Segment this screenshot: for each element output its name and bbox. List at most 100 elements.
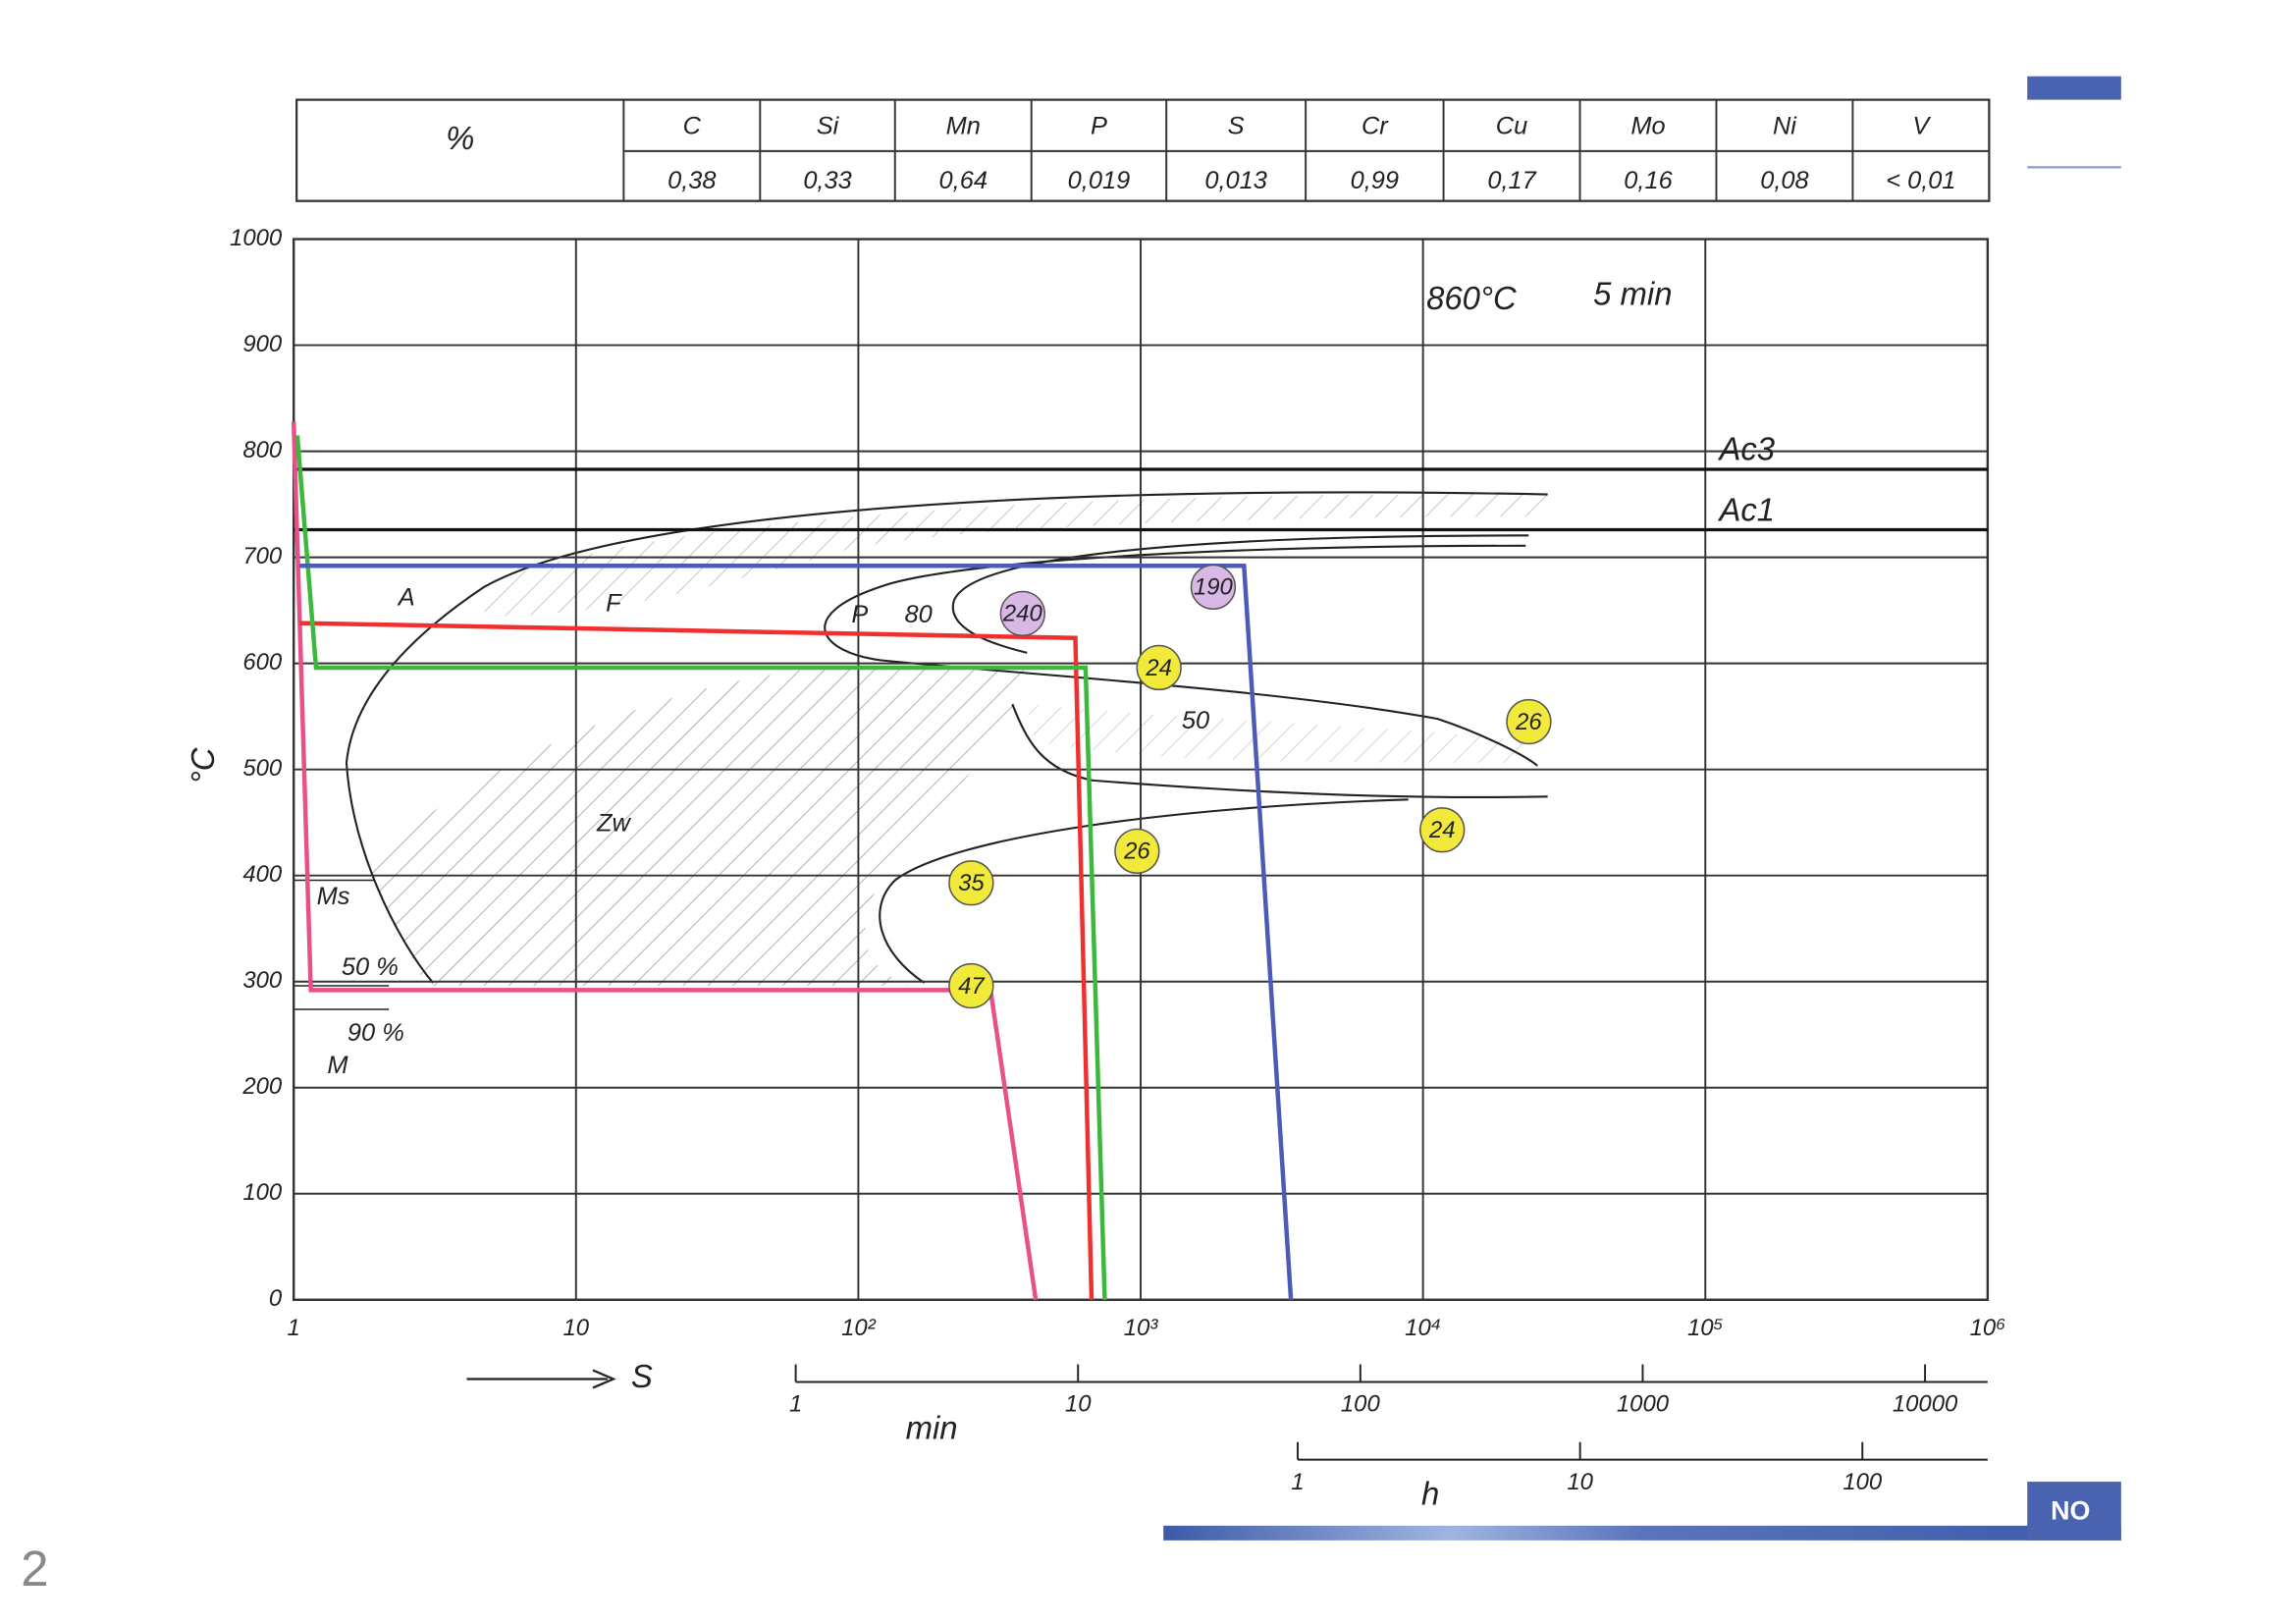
annotation: 50 %: [342, 953, 399, 981]
hardness-marker: [948, 860, 994, 906]
hardness-label: 47: [958, 973, 986, 1000]
x-tick-label: 10⁴: [1405, 1315, 1441, 1341]
table-value: 0,64: [939, 167, 988, 194]
y-tick-label: 400: [242, 861, 283, 888]
x-tick-label: 10²: [841, 1315, 877, 1341]
table-value: 0,17: [1487, 167, 1536, 194]
hardness-label: 26: [1123, 839, 1150, 865]
annotation: 50: [1182, 707, 1209, 734]
annotation: 5 min: [1593, 276, 1672, 312]
x-axis-title: S: [631, 1358, 653, 1394]
y-tick-label: 700: [242, 543, 283, 569]
table-header: %: [446, 120, 474, 156]
y-tick-label: 300: [242, 967, 283, 994]
table-header: C: [683, 113, 702, 140]
secondary-tick-label: 1000: [1617, 1391, 1670, 1418]
table-header: Mn: [946, 113, 981, 140]
x-tick-label: 1: [288, 1315, 300, 1341]
hardness-marker: [1114, 828, 1160, 875]
table-header: P: [1091, 113, 1107, 140]
arrow-head: [592, 1369, 616, 1389]
annotation: Zw: [596, 809, 632, 837]
hardness-marker: [1190, 564, 1237, 611]
y-tick-label: 600: [242, 649, 283, 676]
table-value: 0,99: [1351, 167, 1399, 194]
cooling-curve: [299, 621, 1095, 1300]
y-tick-label: 0: [269, 1285, 283, 1312]
secondary-tick-label: 100: [1842, 1469, 1883, 1495]
secondary-tick-label: 10000: [1893, 1391, 1958, 1418]
page-number: 2: [21, 1541, 48, 1597]
secondary-tick-label: 1: [1291, 1469, 1304, 1495]
secondary-tick-label: 10: [1065, 1391, 1092, 1418]
table-header: Si: [817, 113, 840, 140]
hardness-label: 24: [1428, 817, 1456, 843]
y-tick-label: 1000: [230, 225, 283, 251]
hardness-label: 240: [1002, 601, 1043, 627]
y-tick-label: 500: [242, 755, 283, 782]
hatched-bainite: [366, 667, 1028, 987]
hardness-marker: [999, 590, 1045, 637]
annotation: Ms: [317, 883, 350, 910]
table-value: 0,019: [1068, 167, 1131, 194]
hatched-pearlite: [1027, 704, 1533, 763]
annotation: F: [606, 589, 622, 617]
table-value: < 0,01: [1886, 167, 1955, 194]
y-axis-title: °C: [185, 747, 221, 784]
cooling-curve: [299, 564, 1294, 1300]
header-bar: [2027, 76, 2121, 100]
annotation: 860°C: [1426, 280, 1517, 316]
secondary-tick-label: 100: [1341, 1391, 1381, 1418]
annotation: P: [851, 601, 868, 628]
reference-label: Ac1: [1717, 491, 1775, 527]
x-tick-label: 10⁵: [1687, 1315, 1724, 1341]
x3-axis-title: h: [1421, 1476, 1439, 1512]
table-header: V: [1912, 113, 1931, 140]
x-tick-label: 10⁶: [1970, 1315, 2006, 1341]
hardness-label: 35: [958, 870, 985, 896]
hardness-marker: [1506, 698, 1552, 745]
table-header: S: [1228, 113, 1245, 140]
table-value: 0,013: [1204, 167, 1267, 194]
reference-label: Ac3: [1717, 431, 1775, 467]
table-value: 0,33: [803, 167, 851, 194]
cooling-curve: [294, 435, 1107, 1300]
table-value: 0,38: [667, 167, 716, 194]
table-header: Ni: [1773, 113, 1797, 140]
table-value: 0,08: [1760, 167, 1808, 194]
hardness-label: 24: [1145, 655, 1172, 681]
footer-box: [2027, 1482, 2121, 1541]
y-tick-label: 900: [242, 331, 283, 357]
table-header: Mo: [1630, 113, 1665, 140]
table-header: Cu: [1496, 113, 1527, 140]
y-tick-label: 800: [242, 437, 283, 463]
y-tick-label: 200: [241, 1073, 283, 1100]
hardness-marker: [1136, 644, 1182, 691]
table-value: 0,16: [1624, 167, 1673, 194]
hardness-marker: [948, 962, 994, 1009]
x2-axis-title: min: [906, 1409, 958, 1445]
bainite-finish: [879, 798, 1409, 984]
annotation: 90 %: [347, 1019, 404, 1047]
cooling-curve: [291, 421, 1039, 1301]
phase-regions: [294, 491, 1548, 1010]
ferrite-start: [345, 491, 1548, 984]
hardness-marker: [1419, 807, 1466, 853]
footer-banner: NO: [2051, 1496, 2090, 1526]
hardness-label: 26: [1515, 709, 1542, 735]
secondary-tick-label: 10: [1567, 1469, 1593, 1495]
footer-band: [1163, 1525, 2121, 1541]
annotation: 80: [905, 601, 933, 628]
bainite-start: [1011, 703, 1548, 799]
table-header: Cr: [1362, 113, 1389, 140]
y-tick-label: 100: [242, 1179, 283, 1206]
x-tick-label: 10³: [1124, 1315, 1159, 1341]
hardness-label: 190: [1194, 574, 1234, 601]
hatched-ferrite: [484, 494, 1548, 617]
x-tick-label: 10: [563, 1315, 590, 1341]
composition-table: % C 0,38 Si 0,33 Mn 0,64 P 0,019 S 0,013 Cr 0,99 Cu 0,…: [295, 98, 1991, 202]
secondary-tick-label: 1: [789, 1391, 802, 1418]
